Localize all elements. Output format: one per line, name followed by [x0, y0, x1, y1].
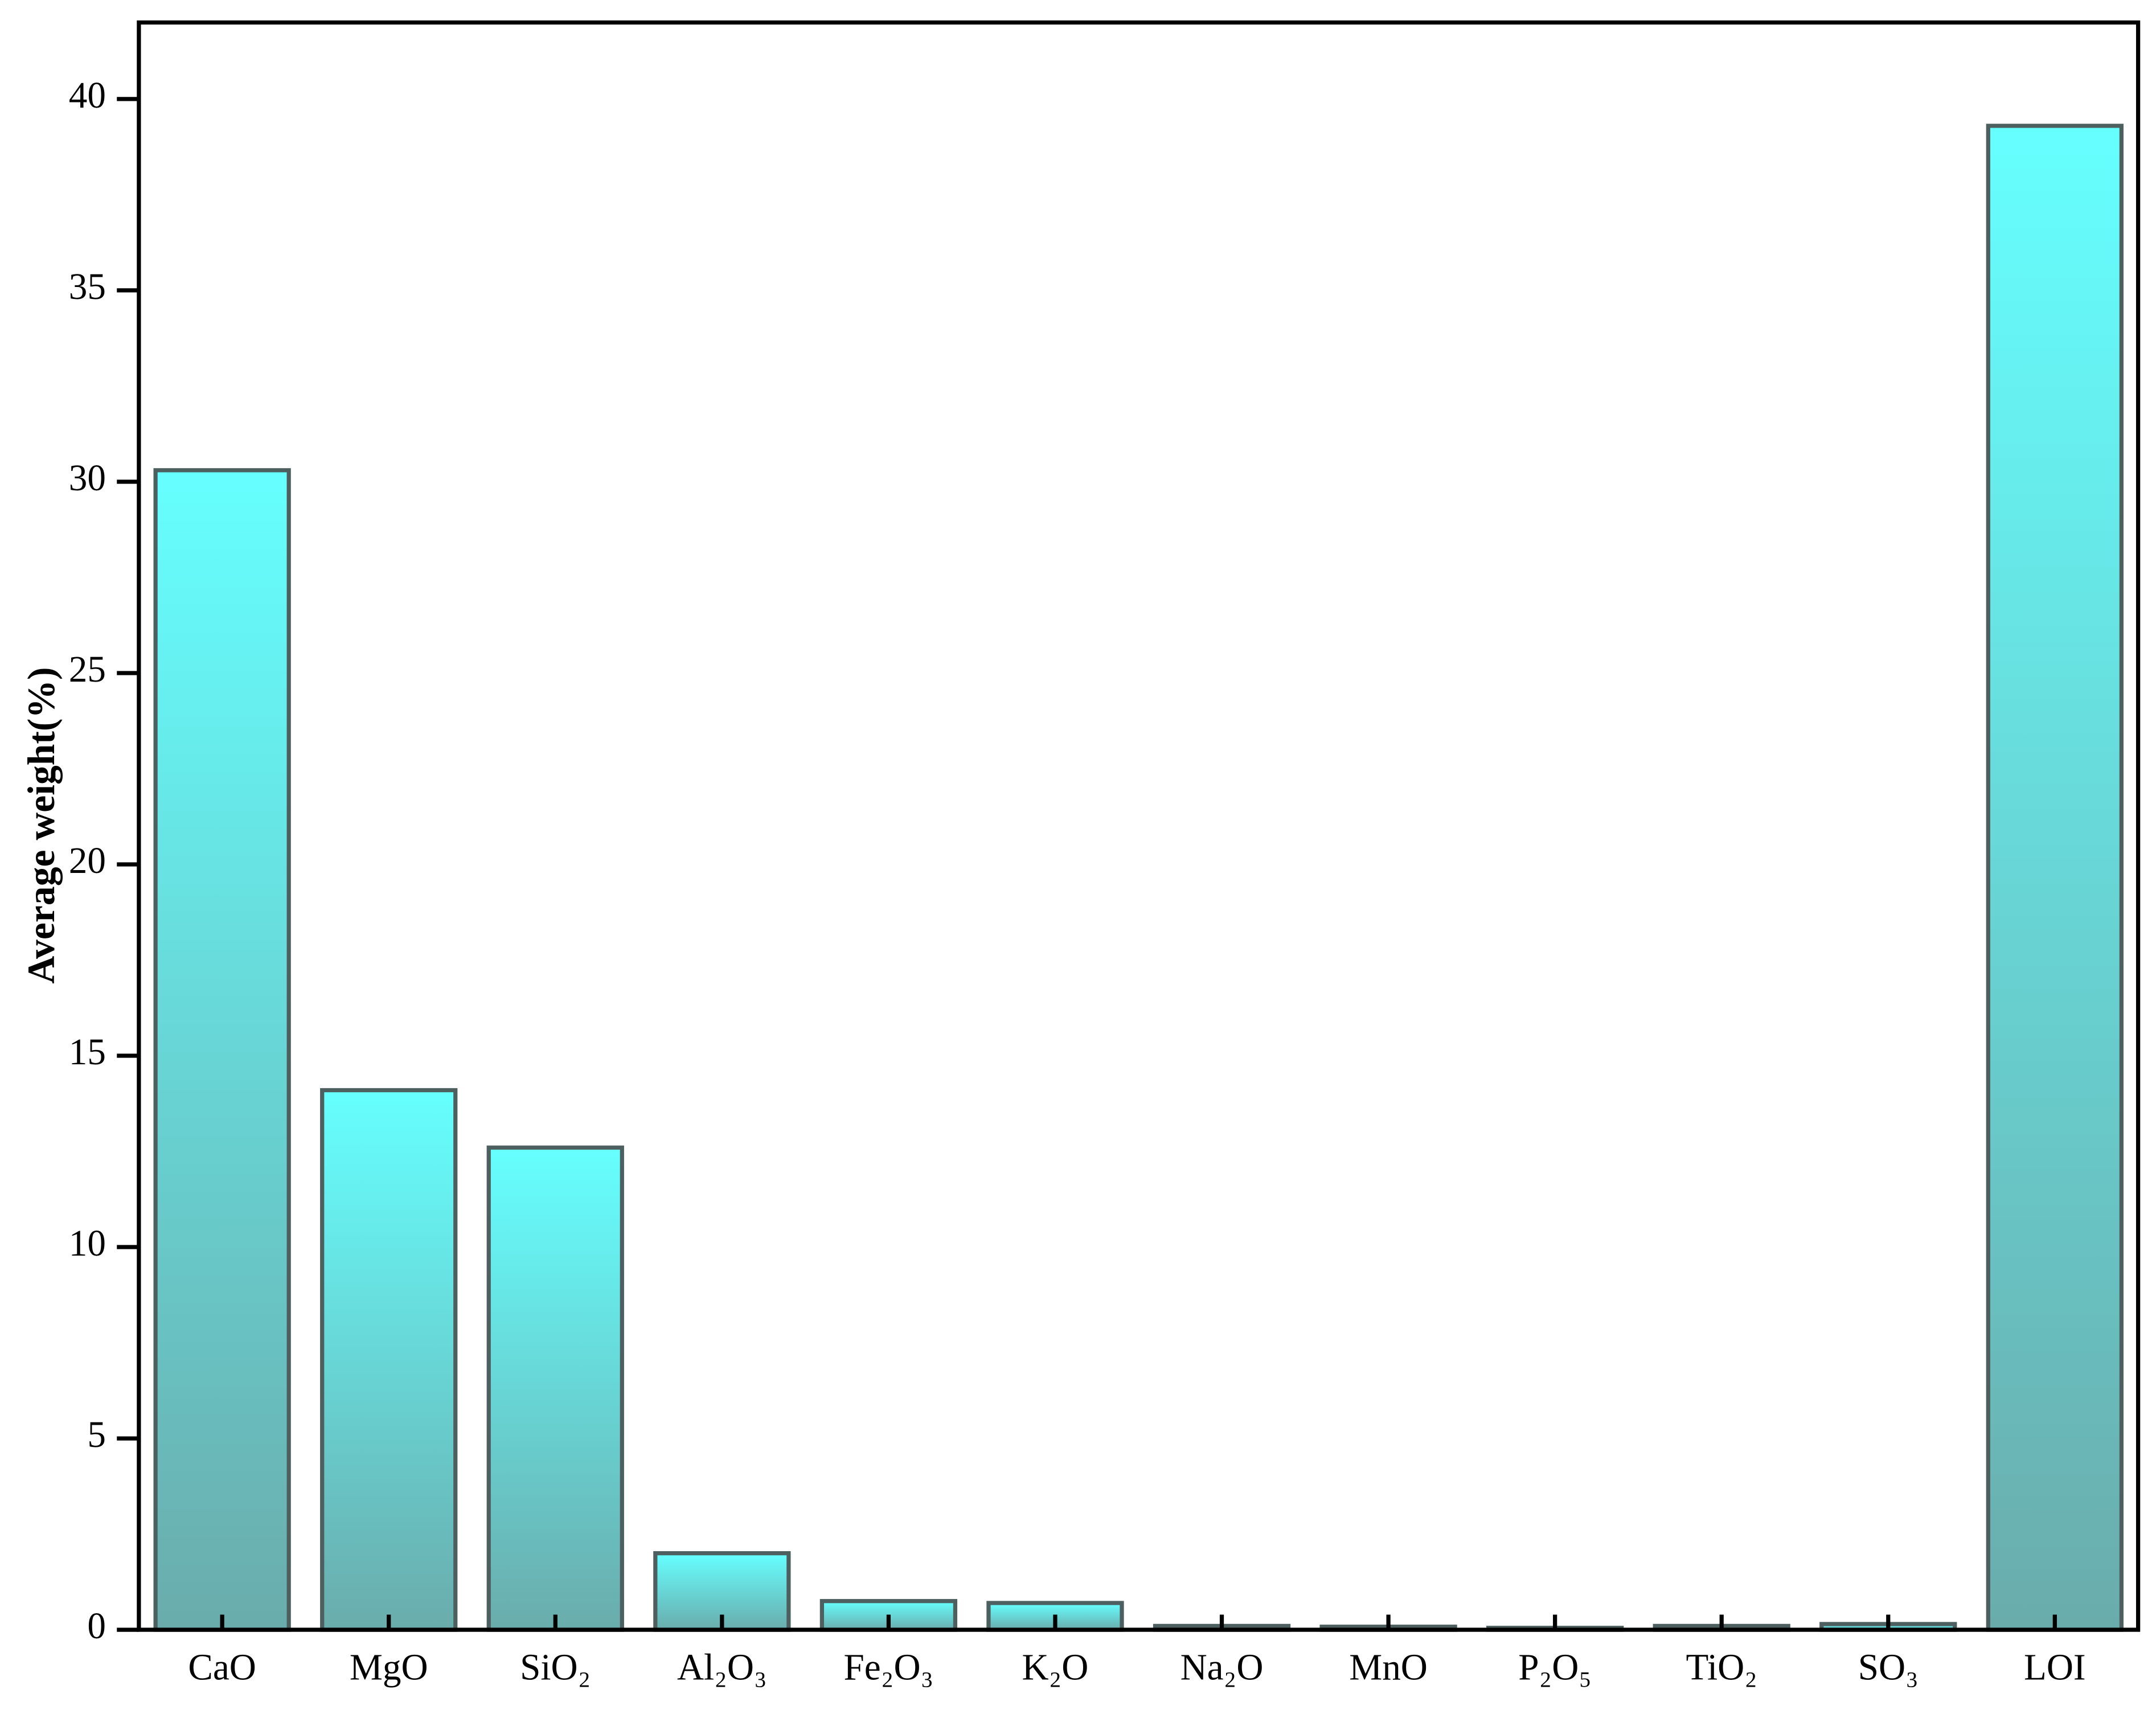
x-tick-label: LOI — [2024, 1647, 2086, 1688]
y-tick-label: 15 — [69, 1032, 106, 1073]
bar — [153, 468, 291, 1632]
plot-frame — [137, 20, 2141, 1632]
x-tick-label: MnO — [1349, 1647, 1428, 1688]
y-tick-label: 30 — [69, 458, 106, 499]
x-tick-label: SO₃ — [1858, 1647, 1919, 1688]
y-tick-label: 25 — [69, 649, 106, 690]
y-tick-label: 10 — [69, 1223, 106, 1264]
y-tick-label: 20 — [69, 840, 106, 881]
x-tick-label: MgO — [350, 1647, 428, 1688]
x-tick-label: K₂O — [1022, 1647, 1089, 1688]
x-tick-label: TiO₂ — [1686, 1647, 1757, 1688]
bar — [320, 1088, 458, 1632]
y-tick-label: 35 — [69, 266, 106, 307]
x-tick-label: Al₂O₃ — [677, 1647, 767, 1688]
x-tick-label: Na₂O — [1181, 1647, 1264, 1688]
bar — [1986, 124, 2124, 1632]
x-tick-label: Fe₂O₃ — [844, 1647, 934, 1688]
y-tick-label: 5 — [87, 1414, 106, 1455]
y-tick-label: 0 — [87, 1606, 106, 1647]
x-tick-label: P₂O₅ — [1518, 1647, 1592, 1688]
y-tick-label: 40 — [69, 75, 106, 116]
bar — [486, 1145, 624, 1632]
x-tick-label: CaO — [188, 1647, 256, 1688]
y-axis-label: Average weight(%) — [20, 667, 63, 983]
x-tick-label: SiO₂ — [520, 1647, 591, 1688]
